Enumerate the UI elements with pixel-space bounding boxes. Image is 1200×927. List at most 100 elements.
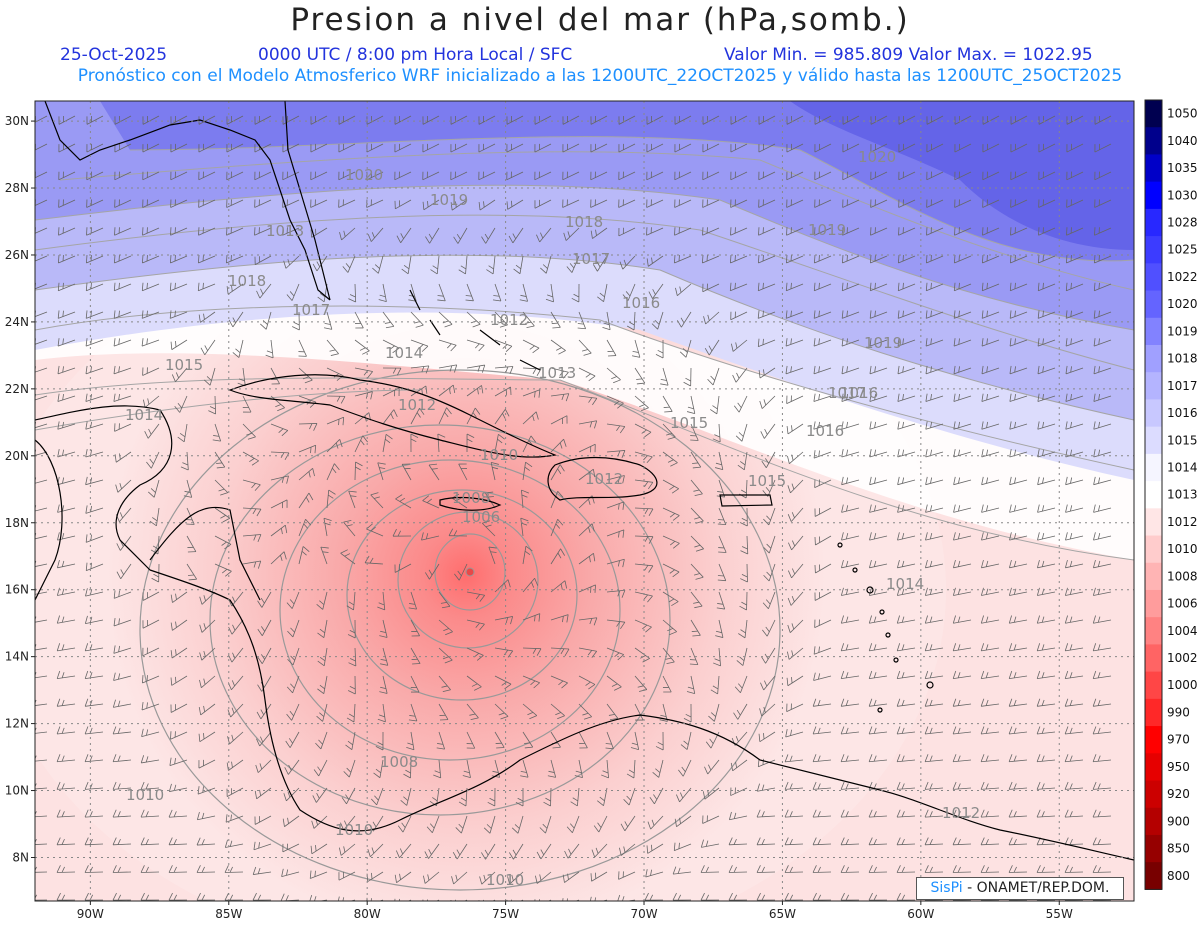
wind-barb-flag (342, 266, 349, 273)
wind-barb (242, 534, 261, 537)
wind-barb-flag (341, 797, 347, 805)
wind-barb-flag (545, 298, 554, 303)
wind-barb-flag (280, 452, 285, 459)
wind-barb-flag (343, 230, 346, 237)
wind-barb-flag (228, 626, 233, 635)
wind-barb-flag (953, 421, 956, 430)
wind-barb-flag (659, 719, 668, 722)
colorbar-swatch (1145, 372, 1162, 400)
wind-barb (231, 591, 244, 607)
wind-barb-flag (400, 799, 408, 806)
wind-barb (521, 490, 524, 509)
wind-barb (674, 843, 692, 852)
wind-barb-flag (444, 323, 453, 328)
wind-barb (1037, 591, 1056, 596)
wind-barb-flag (841, 365, 844, 374)
wind-barb-flag (113, 393, 116, 402)
wind-barb-flag (29, 782, 32, 789)
wind-barb-flag (901, 533, 905, 540)
wind-barb (1065, 367, 1084, 375)
wind-barb (1065, 507, 1084, 513)
wind-barb (953, 423, 972, 430)
wind-barb (981, 339, 1000, 347)
wind-barb (354, 311, 364, 329)
wind-barb (738, 395, 748, 413)
wind-barb-flag (203, 650, 206, 657)
wind-barb (842, 283, 860, 292)
wind-barb-flag (957, 616, 961, 623)
wind-barb-flag (846, 421, 849, 428)
wind-barb-flag (790, 282, 792, 289)
wind-barb-flag (385, 325, 394, 329)
longitude-axis: 90W 85W 80W 75W 70W 65W 60W 55W (77, 901, 1073, 921)
wind-barb (841, 843, 860, 846)
wind-barb-flag (679, 286, 682, 293)
wind-barb-flag (285, 895, 289, 901)
wind-barb-flag (986, 366, 988, 373)
wind-barb (57, 787, 76, 790)
wind-barb (1037, 507, 1056, 513)
isobar-label: 1010 (480, 446, 518, 464)
wind-barb (728, 871, 748, 873)
wind-barb (1065, 759, 1084, 763)
wind-barb-flag (924, 809, 929, 818)
wind-barb (85, 451, 104, 458)
wind-barb-flag (472, 412, 477, 418)
wind-barb-flag (664, 411, 673, 413)
jamaica-coast (439, 496, 502, 511)
wind-barb-flag (483, 827, 491, 834)
wind-barb (786, 171, 804, 181)
wind-barb (494, 311, 508, 326)
wind-barb-flag (981, 310, 984, 319)
wind-barb-flag (1069, 811, 1073, 817)
wind-barb-flag (348, 490, 357, 493)
wind-barb-flag (638, 689, 647, 692)
colorbar-label: 1020 (1167, 297, 1198, 311)
wind-barb-flag (957, 699, 961, 706)
wind-barb (466, 647, 484, 656)
wind-barb-flag (379, 635, 388, 638)
lat-tick-label: 12N (5, 717, 29, 731)
wind-barb-flag (841, 449, 844, 458)
lat-tick-label: 24N (5, 315, 29, 329)
wind-barb-flag (812, 726, 817, 735)
wind-barb-flag (644, 481, 649, 487)
wind-barb (153, 479, 160, 498)
wind-barb-flag (500, 715, 509, 720)
wind-barb-flag (442, 656, 449, 660)
wind-barb-flag (573, 293, 580, 298)
wind-barb (142, 171, 160, 181)
wind-barb (85, 759, 104, 763)
wind-barb (869, 591, 888, 596)
wind-barb (897, 619, 916, 624)
wind-barb-flag (57, 393, 60, 402)
wind-barb-flag (765, 487, 771, 493)
wind-barb-flag (786, 677, 789, 686)
wind-barb-flag (622, 529, 625, 538)
wind-barb (757, 787, 776, 792)
wind-barb-flag (1098, 282, 1100, 289)
wind-barb (519, 255, 524, 274)
wind-barb-flag (150, 549, 159, 555)
wind-barb-flag (673, 842, 676, 851)
wind-barb (522, 578, 535, 593)
wind-barb (522, 613, 540, 621)
wind-barb (658, 759, 664, 778)
wind-barb-flag (1041, 838, 1045, 845)
wind-barb-flag (29, 532, 31, 540)
wind-barb (255, 255, 272, 266)
wind-barb-flag (302, 546, 310, 552)
wind-barb-flag (817, 811, 821, 817)
wind-barb (622, 255, 636, 270)
wind-barb (702, 283, 720, 293)
wind-barb (366, 143, 384, 153)
wind-barb-flag (758, 733, 761, 742)
wind-barb (662, 647, 675, 663)
wind-barb-flag (896, 670, 901, 679)
wind-barb-flag (332, 467, 337, 474)
colorbar-label: 1010 (1167, 542, 1198, 556)
wind-barb-flag (813, 310, 816, 319)
wind-barb (478, 143, 496, 153)
wind-barb-flag (873, 699, 877, 706)
wind-barb-flag (539, 874, 542, 881)
